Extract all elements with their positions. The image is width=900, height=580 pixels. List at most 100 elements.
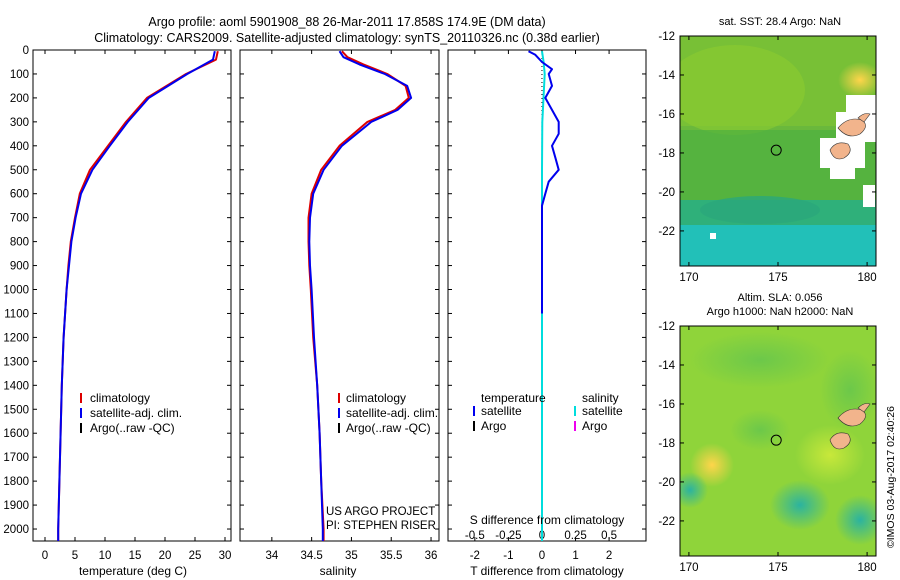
x-tick-label-s: -0.25: [495, 530, 521, 542]
sla-argo-marker: [770, 434, 782, 446]
difference-plot: -2 -1 0 1 2-0.5 -0.25 0 0.25 0.5: [465, 50, 617, 562]
x-tick-label: -2: [470, 550, 480, 562]
legend-satellite: satellite-adj. clim.: [90, 406, 182, 420]
sst-map-axes: 170 175 180 -12 -14 -16 -18 -20 -22: [658, 31, 876, 284]
temperature-satellite-line: [528, 50, 560, 314]
diff-xlabel-top: S difference from climatology: [470, 513, 625, 527]
x-tick-label: 30: [219, 550, 232, 562]
y-tick-label: 900: [10, 261, 29, 273]
y-tick-label: 1900: [3, 500, 29, 512]
satellite-adj-clim--line: [57, 50, 216, 541]
salinity-panel: [239, 49, 440, 542]
difference-panel: [447, 49, 647, 542]
sst-map-title: sat. SST: 28.4 Argo: NaN: [719, 16, 841, 28]
y-tick-label: 300: [10, 117, 29, 129]
x-tick-label: 170: [679, 562, 698, 574]
salinity-legend: climatology satellite-adj. clim. Argo(..…: [338, 391, 438, 435]
legend-climatology: climatology: [90, 391, 150, 405]
x-tick-label: 35.5: [380, 550, 402, 562]
salinity-xlabel: salinity: [320, 564, 357, 578]
y-tick-label: -14: [658, 70, 675, 82]
y-tick-label: 200: [10, 93, 29, 105]
x-tick-label: 36: [425, 550, 438, 562]
y-tick-label: 1700: [3, 452, 29, 464]
x-tick-label: 0: [539, 550, 545, 562]
x-tick-label: 35: [345, 550, 358, 562]
header-line1: Argo profile: aoml 5901908_88 26-Mar-201…: [148, 15, 545, 29]
sla-map-field: [680, 326, 876, 556]
y-tick-label: 400: [10, 141, 29, 153]
sla-map-title: Altim. SLA: 0.056: [738, 292, 823, 304]
y-tick-label: -12: [658, 321, 675, 333]
salinity-plot: 34 34.5 35 35.5 36: [265, 50, 437, 562]
y-tick-label: 1000: [3, 285, 29, 297]
x-tick-label: -1: [503, 550, 513, 562]
x-tick-label: 170: [679, 272, 698, 284]
difference-legend: temperature satellite Argo salinity sate…: [473, 391, 623, 433]
temperature-plot: 0 5 10 15 20 25 30: [42, 50, 232, 562]
legend-temperature-title: temperature: [481, 391, 546, 405]
y-tick-label: -20: [658, 477, 675, 489]
x-tick-label: 10: [99, 550, 112, 562]
legend-t-argo: Argo: [481, 419, 507, 433]
x-tick-label: 180: [857, 562, 876, 574]
x-tick-label: 20: [159, 550, 172, 562]
header-line2: Climatology: CARS2009. Satellite-adjuste…: [94, 31, 600, 45]
sst-map-field: [680, 36, 876, 266]
y-tick-label: 2000: [3, 524, 29, 536]
y-tick-label: -18: [658, 148, 675, 160]
y-tick-label: -12: [658, 31, 675, 43]
y-tick-label: 700: [10, 213, 29, 225]
imos-stamp: ©IMOS 03-Aug-2017 02:40:26: [885, 406, 897, 548]
x-tick-label-s: 0.25: [564, 530, 586, 542]
x-tick-label: 25: [189, 550, 202, 562]
y-tick-label: 1800: [3, 476, 29, 488]
y-tick-label: 800: [10, 237, 29, 249]
y-tick-label: -22: [658, 226, 675, 238]
climatology-line: [307, 50, 410, 541]
y-tick-label: -16: [658, 109, 675, 121]
y-tick-label: 600: [10, 189, 29, 201]
sst-argo-marker: [770, 144, 782, 156]
y-tick-label: 0: [23, 45, 29, 57]
y-tick-label: 500: [10, 165, 29, 177]
x-tick-label: 0: [42, 550, 48, 562]
project-credit: US ARGO PROJECT: [326, 506, 435, 518]
sla-map-axes: 170 175 180 -12 -14 -16 -18 -20 -22: [658, 321, 876, 574]
x-tick-label: 2: [606, 550, 612, 562]
x-tick-label: 15: [129, 550, 142, 562]
depth-axis: 0 100 200 300 400 500 600 700 800 900 1000 1100 1200…: [3, 45, 646, 536]
y-tick-label: -20: [658, 187, 675, 199]
legend-satellite: satellite-adj. clim.: [346, 406, 438, 420]
x-tick-label: 175: [768, 272, 787, 284]
climatology-line: [57, 50, 219, 541]
x-tick-label-s: 0.5: [601, 530, 617, 542]
x-tick-label: 5: [72, 550, 78, 562]
x-tick-label-s: -0.5: [465, 530, 485, 542]
x-tick-label: 175: [768, 562, 787, 574]
y-tick-label: -22: [658, 516, 675, 528]
legend-argo: Argo(..raw -QC): [346, 421, 431, 435]
y-tick-label: -14: [658, 360, 675, 372]
x-tick-label: 34: [265, 550, 278, 562]
legend-argo: Argo(..raw -QC): [90, 421, 175, 435]
y-tick-label: -18: [658, 438, 675, 450]
satellite-adj-clim--line: [308, 50, 413, 541]
legend-t-satellite: satellite: [481, 404, 522, 418]
temperature-panel: [32, 49, 232, 542]
pi-credit: PI: STEPHEN RISER: [326, 520, 436, 532]
legend-salinity-title: salinity: [582, 391, 619, 405]
y-tick-label: 1500: [3, 404, 29, 416]
salinity-satellite-line: [541, 51, 546, 541]
y-tick-label: 1300: [3, 356, 29, 368]
legend-climatology: climatology: [346, 391, 406, 405]
x-tick-label: 34.5: [300, 550, 322, 562]
x-tick-label: 180: [857, 272, 876, 284]
temperature-xlabel: temperature (deg C): [79, 564, 187, 578]
y-tick-label: 1200: [3, 332, 29, 344]
y-tick-label: 1100: [4, 308, 29, 320]
temperature-legend: climatology satellite-adj. clim. Argo(..…: [80, 391, 182, 435]
x-tick-label: 1: [572, 550, 578, 562]
legend-s-argo: Argo: [582, 419, 608, 433]
